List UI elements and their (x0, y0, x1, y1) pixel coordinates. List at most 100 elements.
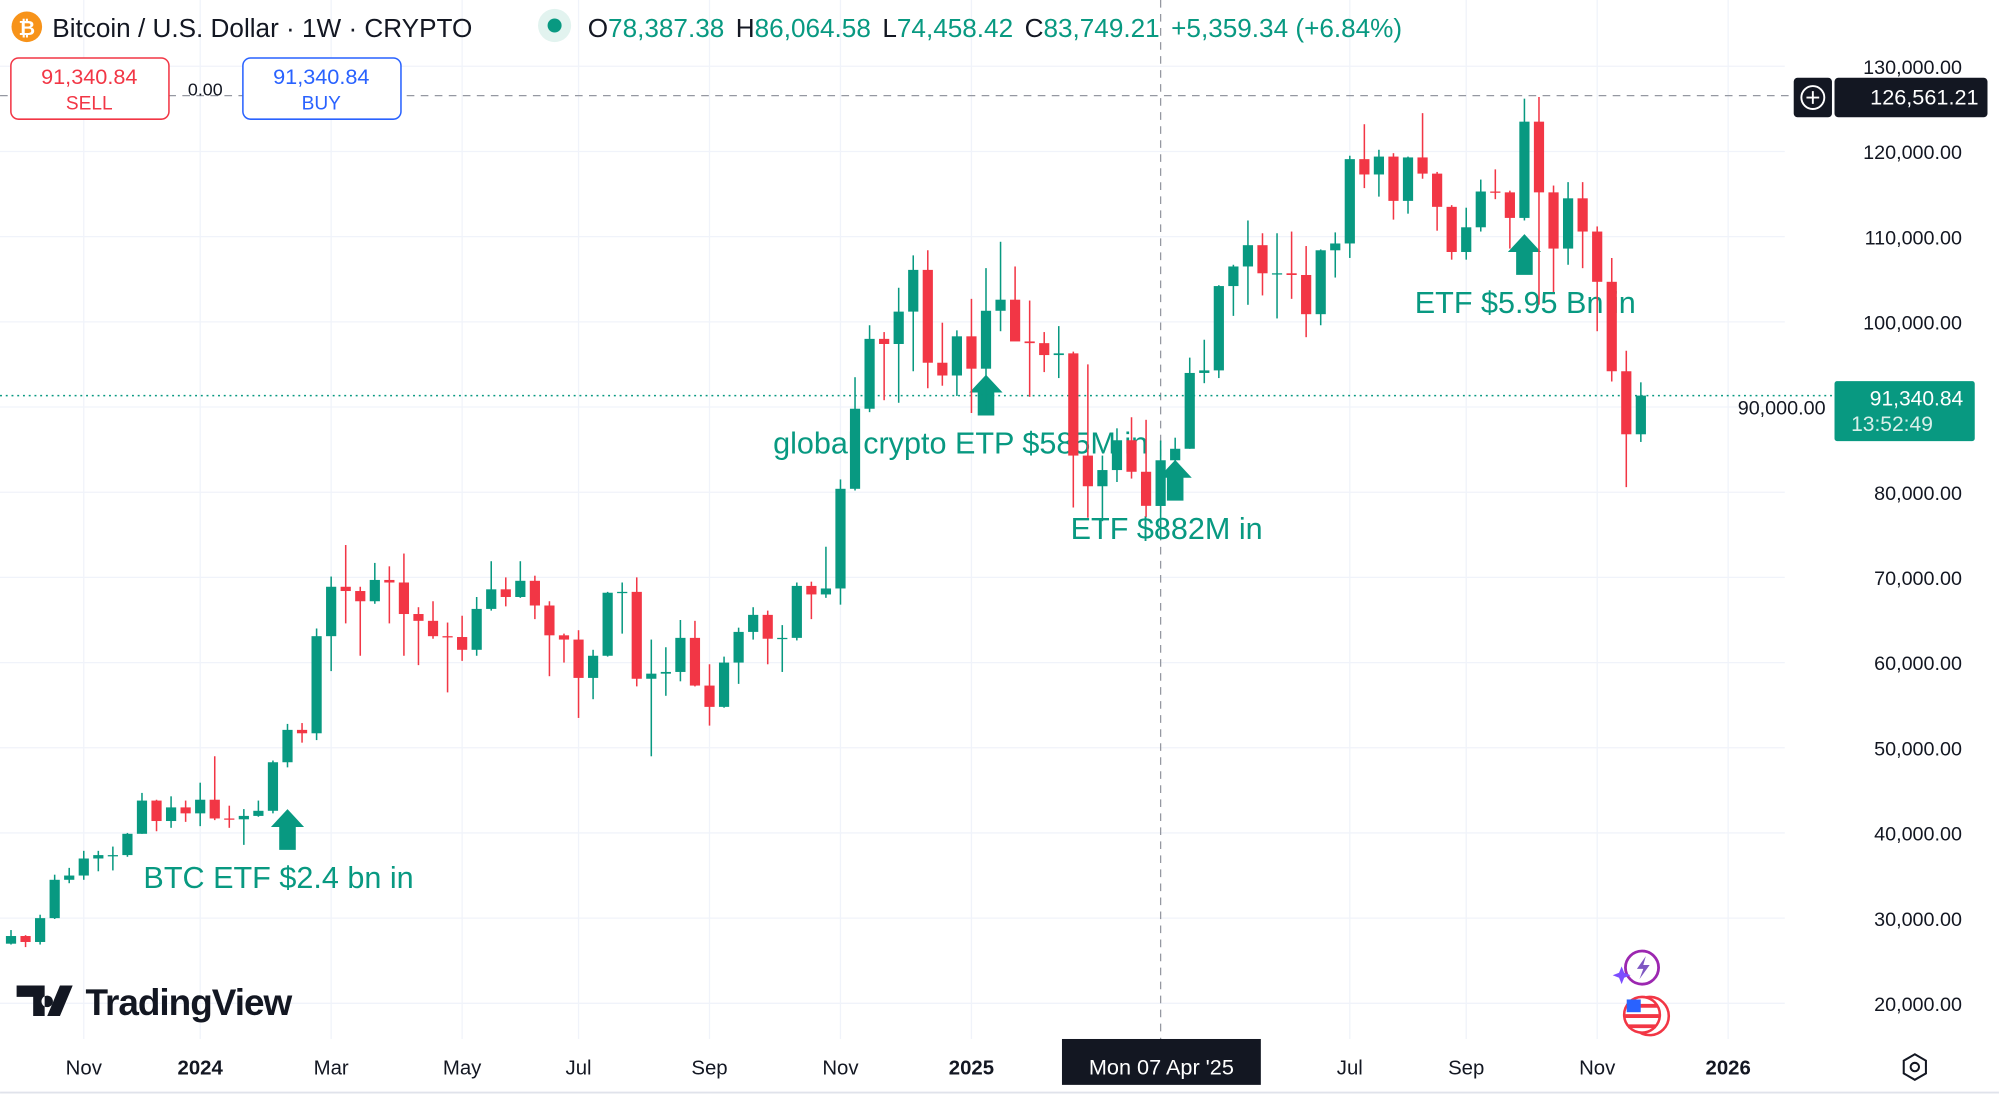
candle (384, 566, 395, 624)
candle-body (558, 635, 570, 640)
plus-icon (1806, 91, 1820, 104)
crosshair-date-label: Mon 07 Apr '25 (1061, 1038, 1261, 1085)
lightning-sparkle-icon[interactable] (1612, 949, 1660, 986)
time-axis[interactable]: Nov 2024 Mar May Jul Sep Nov 2025 Jul Sep Nov 2026 (0, 1058, 1999, 1094)
candle-body (1344, 159, 1355, 244)
sell-button[interactable]: 91,340.84 SELL (10, 57, 170, 120)
candle-body (1068, 353, 1079, 456)
candle-body (980, 310, 992, 369)
candle (689, 620, 701, 687)
candle-body (1592, 231, 1603, 282)
candle-body (951, 336, 962, 376)
candle-body (1490, 191, 1501, 193)
candle-body (1402, 157, 1414, 201)
candle-body (311, 636, 322, 734)
candle (35, 914, 46, 945)
symbol-header[interactable]: ₿ Bitcoin / U.S. Dollar · 1W · CRYPTO O7… (11, 8, 1403, 43)
candle (64, 867, 75, 884)
candle-body (1417, 157, 1428, 174)
candle (937, 322, 948, 386)
settings-hexagon-icon[interactable] (1902, 1053, 1927, 1081)
candle (1504, 190, 1515, 249)
candle (617, 582, 628, 634)
candle-body (1548, 192, 1559, 249)
candle-body (122, 833, 133, 856)
price-tick-label: 110,000.00 (1865, 227, 1962, 249)
candle (282, 723, 293, 768)
candle (1562, 182, 1574, 265)
candle-body (1010, 299, 1021, 342)
candle-body (1301, 274, 1312, 315)
us-flag-icon[interactable] (1622, 995, 1671, 1037)
candle-body (718, 662, 730, 707)
sell-label: SELL (66, 94, 113, 115)
candle-body (340, 586, 351, 592)
change-value: +5,359.34 (+6.84%) (1171, 13, 1402, 43)
last-price-value: 91,340.84 (1870, 387, 1964, 410)
candle-body (209, 799, 220, 819)
logo-text: TradingView (85, 982, 292, 1023)
candle-body (660, 671, 671, 674)
candle-body (573, 639, 584, 678)
candle (704, 664, 715, 726)
symbol-title[interactable]: Bitcoin / U.S. Dollar · 1W · CRYPTO (52, 13, 472, 43)
arrow-up-icon (1507, 234, 1542, 275)
candle-body (78, 858, 89, 876)
candle (1082, 364, 1093, 518)
candle (1010, 266, 1021, 342)
candle (646, 639, 657, 757)
candle (1417, 113, 1428, 179)
candle (180, 800, 191, 822)
candle (165, 796, 177, 828)
time-tick-label: Nov (822, 1058, 859, 1080)
candle-body (136, 800, 148, 834)
candle (879, 332, 890, 401)
candle-body (64, 875, 75, 880)
candle-body (966, 336, 977, 369)
candle-body (180, 807, 191, 814)
low-label: L (882, 13, 897, 43)
candle-body (1461, 227, 1472, 252)
candle-body (1330, 243, 1341, 251)
candle-body (1504, 192, 1515, 218)
candle (151, 799, 162, 832)
candle-body (1577, 198, 1588, 232)
candle (413, 607, 424, 666)
candle (224, 805, 235, 828)
candle (209, 756, 220, 821)
low-value: 74,458.42 (897, 13, 1013, 43)
tradingview-logo[interactable]: TradingView (16, 982, 294, 1023)
time-tick-label: Nov (66, 1058, 103, 1080)
tradingview-logo-mark (16, 985, 73, 1017)
candle (1548, 185, 1559, 293)
candle (1097, 455, 1108, 522)
candle (1606, 257, 1617, 382)
candle (1068, 351, 1079, 508)
candle-body (864, 338, 875, 409)
candle-body (398, 582, 410, 615)
buy-button[interactable]: 91,340.84 BUY (242, 57, 402, 120)
candle-body (849, 408, 861, 489)
candle (587, 649, 599, 700)
price-axis[interactable]: 130,000.00 120,000.00 110,000.00 100,000.00… (1738, 57, 1962, 1016)
candle (471, 596, 482, 656)
candle-body (296, 729, 308, 734)
candle-body (1053, 353, 1064, 356)
candle-body (529, 580, 540, 606)
candle-body (689, 637, 701, 686)
candle-body (355, 591, 366, 602)
annotations: BTC ETF $2.4 bn in global crypto ETP $585… (143, 234, 1636, 895)
candle-body (1562, 198, 1574, 249)
candle-body (267, 762, 279, 811)
candle-body (471, 608, 482, 650)
candle (457, 615, 468, 661)
candle-body (631, 591, 642, 679)
candle (1242, 220, 1254, 305)
plus-circle-icon[interactable] (1800, 85, 1826, 110)
candle (1432, 171, 1443, 231)
candle (1359, 124, 1370, 189)
candle-body (195, 799, 206, 814)
price-tick-label: 40,000.00 (1874, 824, 1962, 846)
candle-body (1126, 440, 1137, 472)
